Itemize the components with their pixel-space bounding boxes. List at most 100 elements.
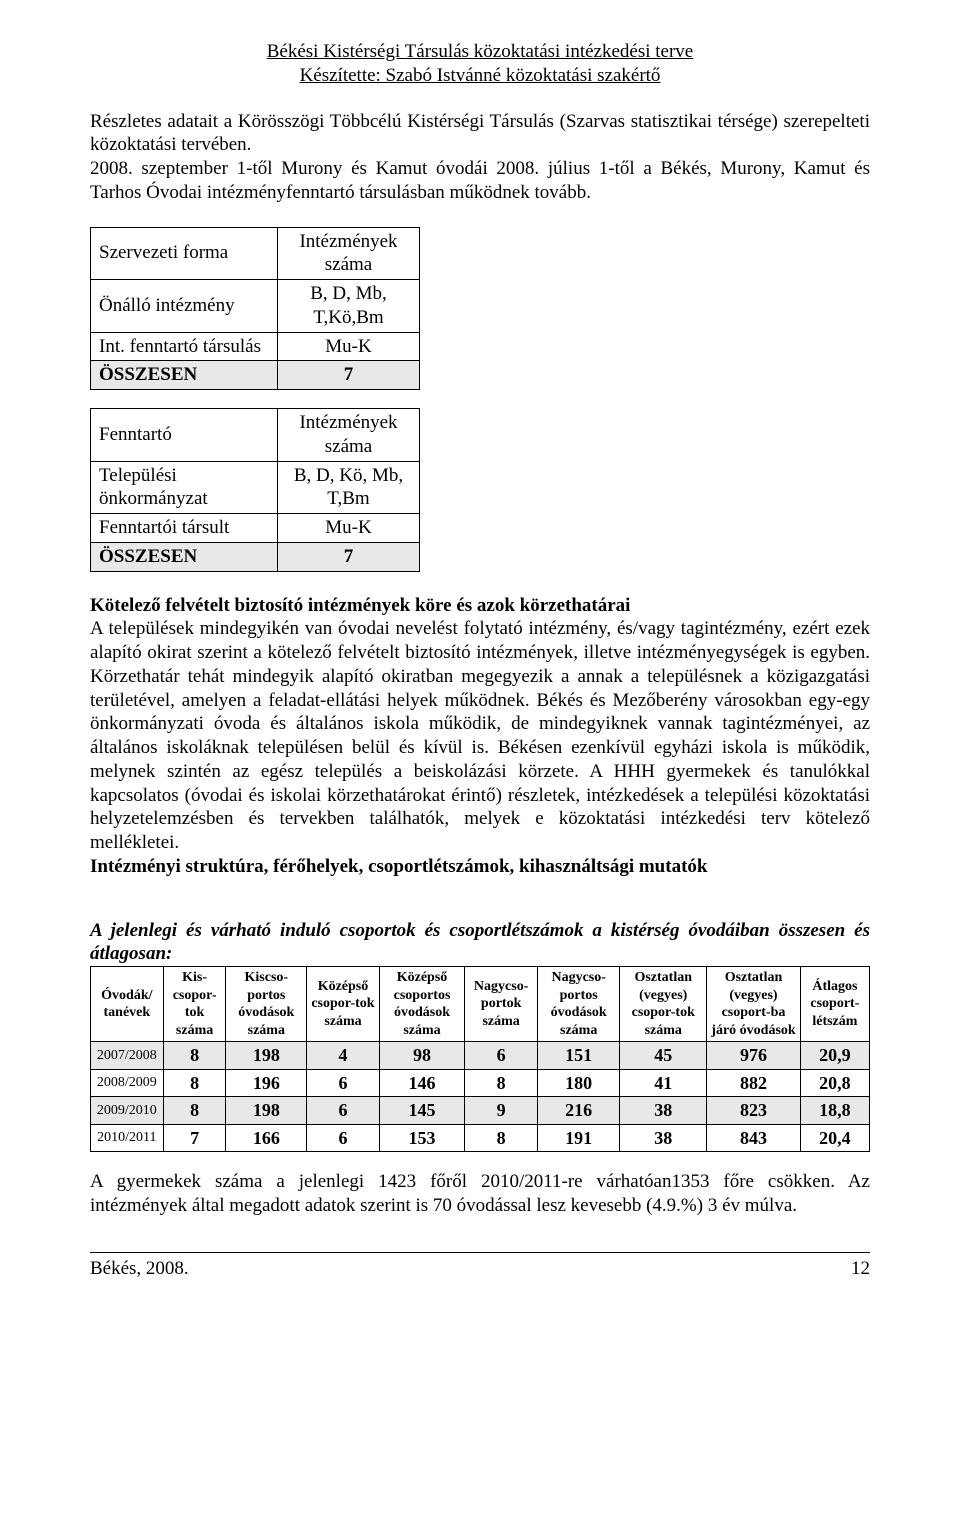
footer-left: Békés, 2008.	[90, 1257, 189, 1281]
cell: 191	[538, 1124, 620, 1152]
cell: Fenntartói társult	[91, 514, 278, 543]
col-header: Osztatlan (vegyes) csoport-ba járó óvodá…	[707, 967, 801, 1042]
table-row: 2008/20098196614681804188220,8	[91, 1069, 870, 1097]
col-header: Középső csopor-tok száma	[307, 967, 380, 1042]
cell: 38	[620, 1097, 707, 1125]
cell-line: Települési	[99, 465, 177, 486]
cell: 8	[163, 1042, 226, 1070]
cell-line: B, D, Mb,	[310, 283, 387, 304]
table-row: Szervezeti forma Intézmények száma	[91, 227, 420, 280]
cell: ÖSSZESEN	[91, 542, 278, 571]
table-row: Int. fenntartó társulás Mu-K	[91, 332, 420, 361]
cell: 7	[163, 1124, 226, 1152]
cell: 8	[465, 1124, 538, 1152]
cell: 153	[379, 1124, 464, 1152]
section-title: Kötelező felvételt biztosító intézmények…	[90, 595, 630, 616]
cell: 2009/2010	[91, 1097, 164, 1125]
cell: 216	[538, 1097, 620, 1125]
intro-text-1: Részletes adatait a Körösszögi Többcélú …	[90, 111, 870, 156]
cell-line: T,Kö,Bm	[313, 307, 383, 328]
col-header: Átlagos csoport-létszám	[800, 967, 869, 1042]
cell: 7	[278, 542, 420, 571]
col-header: Nagycso-portos óvodások száma	[538, 967, 620, 1042]
col-header: Nagycso-portok száma	[465, 967, 538, 1042]
cell: Fenntartó	[91, 409, 278, 462]
cell-line: Intézmények	[299, 412, 397, 433]
cell: 6	[307, 1097, 380, 1125]
col-header: Kiscso-portos óvodások száma	[226, 967, 307, 1042]
table-head: Óvodák/ tanévek Kis-csopor-tok száma Kis…	[91, 967, 870, 1042]
cell: 6	[465, 1042, 538, 1070]
intro-paragraph: Részletes adatait a Körösszögi Többcélú …	[90, 110, 870, 205]
table-row: Önálló intézmény B, D, Mb, T,Kö,Bm	[91, 280, 420, 333]
cell: Intézmények száma	[278, 227, 420, 280]
cell: 6	[307, 1069, 380, 1097]
cell-line: T,Bm	[327, 488, 369, 509]
table-row-total: ÖSSZESEN 7	[91, 542, 420, 571]
cell: 8	[163, 1097, 226, 1125]
cell: 146	[379, 1069, 464, 1097]
table-body: 2007/2008819849861514597620,92008/200981…	[91, 1042, 870, 1152]
cell-line: száma	[325, 436, 372, 457]
cell: 180	[538, 1069, 620, 1097]
table-row: Települési önkormányzat B, D, Kö, Mb, T,…	[91, 461, 420, 514]
cell-line: önkormányzat	[99, 488, 208, 509]
cell: 145	[379, 1097, 464, 1125]
col-header: Osztatlan (vegyes) csopor-tok száma	[620, 967, 707, 1042]
cell-line: száma	[325, 254, 372, 275]
cell: 9	[465, 1097, 538, 1125]
table-row: Fenntartói társult Mu-K	[91, 514, 420, 543]
cell-line: B, D, Kö, Mb,	[294, 465, 403, 486]
cell-line: Intézmények	[299, 231, 397, 252]
table-fenntarto: Fenntartó Intézmények száma Települési ö…	[90, 408, 420, 572]
cell: 20,8	[800, 1069, 869, 1097]
table-lead-in: A jelenlegi és várható induló csoportok …	[90, 919, 870, 967]
cell: 198	[226, 1042, 307, 1070]
cell: Mu-K	[278, 332, 420, 361]
col-header: Óvodák/ tanévek	[91, 967, 164, 1042]
cell: 151	[538, 1042, 620, 1070]
table-row: 2010/20117166615381913884320,4	[91, 1124, 870, 1152]
body-bold-line: Intézményi struktúra, férőhelyek, csopor…	[90, 856, 707, 877]
cell: 45	[620, 1042, 707, 1070]
cell: 2008/2009	[91, 1069, 164, 1097]
cell: 4	[307, 1042, 380, 1070]
cell: 843	[707, 1124, 801, 1152]
footer-page-number: 12	[851, 1257, 870, 1281]
cell: Mu-K	[278, 514, 420, 543]
cell: 882	[707, 1069, 801, 1097]
cell: 6	[307, 1124, 380, 1152]
cell: Szervezeti forma	[91, 227, 278, 280]
cell: 198	[226, 1097, 307, 1125]
spacer	[90, 901, 870, 919]
table-csoportletszamok: Óvodák/ tanévek Kis-csopor-tok száma Kis…	[90, 966, 870, 1152]
cell: 8	[163, 1069, 226, 1097]
cell: Int. fenntartó társulás	[91, 332, 278, 361]
cell: 823	[707, 1097, 801, 1125]
cell: B, D, Kö, Mb, T,Bm	[278, 461, 420, 514]
cell: 196	[226, 1069, 307, 1097]
cell: 38	[620, 1124, 707, 1152]
header-line-2: Készítette: Szabó Istvánné közoktatási s…	[90, 64, 870, 88]
cell: 7	[278, 361, 420, 390]
intro-text-2: 2008. szeptember 1-től Murony és Kamut ó…	[90, 158, 870, 203]
cell: 976	[707, 1042, 801, 1070]
table-row-total: ÖSSZESEN 7	[91, 361, 420, 390]
closing-paragraph: A gyermekek száma a jelenlegi 1423 főről…	[90, 1170, 870, 1218]
table-szervezeti-forma: Szervezeti forma Intézmények száma Önáll…	[90, 227, 420, 391]
footer: Békés, 2008. 12	[90, 1257, 870, 1281]
page: Békési Kistérségi Társulás közoktatási i…	[0, 0, 960, 1320]
cell: 2007/2008	[91, 1042, 164, 1070]
table-row: 2007/2008819849861514597620,9	[91, 1042, 870, 1070]
cell: 41	[620, 1069, 707, 1097]
body-text: A települések mindegyikén van óvodai nev…	[90, 618, 870, 853]
cell: 8	[465, 1069, 538, 1097]
table-row: 2009/20108198614592163882318,8	[91, 1097, 870, 1125]
cell: 20,4	[800, 1124, 869, 1152]
table-row: Fenntartó Intézmények száma	[91, 409, 420, 462]
header-line-1: Békési Kistérségi Társulás közoktatási i…	[90, 40, 870, 64]
cell: B, D, Mb, T,Kö,Bm	[278, 280, 420, 333]
section-body: Kötelező felvételt biztosító intézmények…	[90, 594, 870, 879]
cell: Önálló intézmény	[91, 280, 278, 333]
cell: 98	[379, 1042, 464, 1070]
